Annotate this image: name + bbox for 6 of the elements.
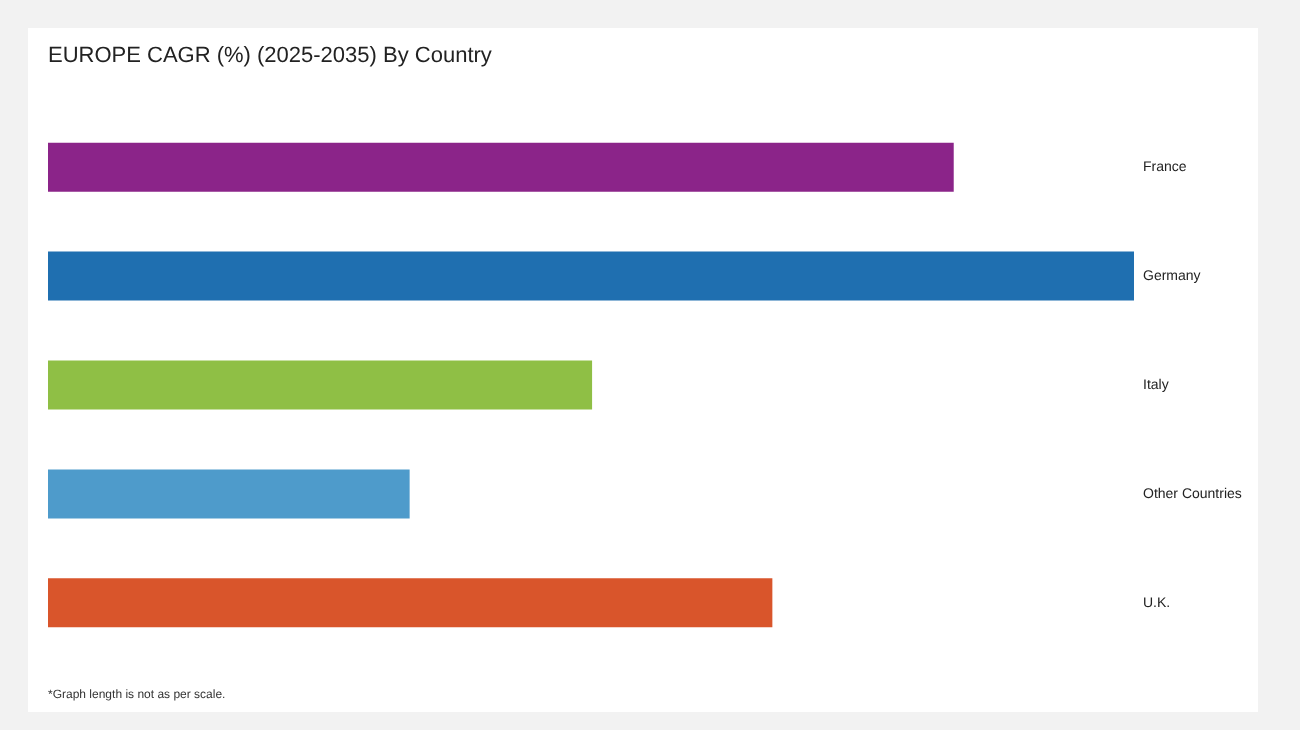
bar [48,251,1134,301]
bar [48,469,410,519]
chart-title: EUROPE CAGR (%) (2025-2035) By Country [48,44,493,68]
bar [48,360,593,410]
bar [48,578,773,628]
bar [48,142,954,192]
